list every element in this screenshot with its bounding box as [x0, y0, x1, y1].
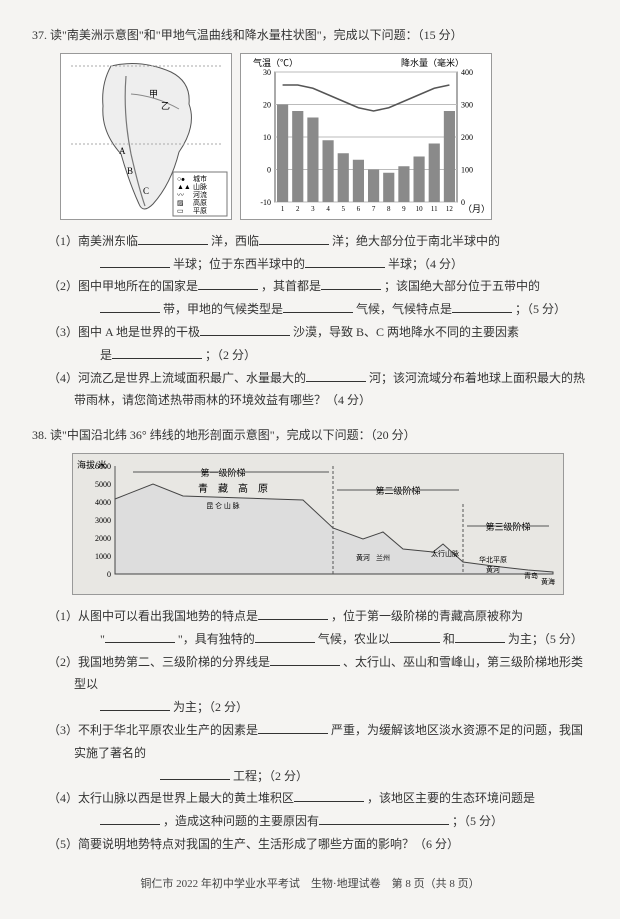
legend-4: ▨ [177, 199, 184, 207]
svg-text:黄海: 黄海 [541, 577, 555, 586]
svg-text:200: 200 [461, 133, 473, 142]
svg-text:10: 10 [416, 205, 424, 213]
svg-text:（月）: （月） [463, 204, 490, 214]
svg-text:河流: 河流 [193, 190, 207, 199]
svg-text:降水量（毫米）: 降水量（毫米） [401, 57, 464, 68]
q38-prompt-text: 读"中国沿北纬 36° 纬线的地形剖面示意图"，完成以下问题：（20 分） [50, 428, 416, 442]
q38-sub1: （1）从图中可以看出我国地势的特点是 ，位于第一级阶梯的青藏高原被称为 " "，… [48, 605, 588, 651]
map-label-yi: 乙 [161, 101, 170, 111]
svg-text:青 藏 高 原: 青 藏 高 原 [198, 482, 268, 495]
svg-text:4: 4 [326, 205, 330, 213]
svg-text:100: 100 [461, 165, 473, 174]
svg-text:400: 400 [461, 68, 473, 77]
svg-text:5: 5 [342, 205, 346, 213]
svg-text:兰州: 兰州 [376, 553, 390, 562]
q38-sub2: （2）我国地势第二、三级阶梯的分界线是 、太行山、巫山和雪峰山，第三级阶梯地形类… [48, 651, 588, 719]
svg-text:11: 11 [431, 205, 438, 213]
q37-prompt: 37. 读"南美洲示意图"和"甲地气温曲线和降水量柱状图"，完成以下问题：（15… [32, 24, 588, 47]
svg-text:4000: 4000 [95, 498, 111, 507]
q37-sub4: （4）河流乙是世界上流域面积最广、水量最大的 河；该河流域分布着地球上面积最大的… [48, 367, 588, 413]
svg-text:2000: 2000 [95, 534, 111, 543]
svg-text:8: 8 [387, 205, 391, 213]
svg-text:黄河: 黄河 [486, 565, 500, 574]
svg-text:30: 30 [263, 68, 271, 77]
svg-text:黄河: 黄河 [356, 553, 370, 562]
legend-5: ▭ [177, 207, 184, 215]
svg-text:9: 9 [402, 205, 406, 213]
page-footer: 铜仁市 2022 年初中学业水平考试 生物·地理试卷 第 8 页（共 8 页） [32, 874, 588, 895]
svg-text:20: 20 [263, 100, 271, 109]
svg-text:山脉: 山脉 [193, 182, 207, 191]
svg-text:6: 6 [357, 205, 361, 213]
question-37: 37. 读"南美洲示意图"和"甲地气温曲线和降水量柱状图"，完成以下问题：（15… [32, 24, 588, 412]
svg-text:12: 12 [446, 205, 454, 213]
map-label-jia: 甲 [149, 89, 158, 99]
map-label-a: A [119, 146, 126, 156]
q38-sub5: （5）简要说明地势特点对我国的生产、生活形成了哪些方面的影响？（6 分） [48, 833, 588, 856]
svg-text:1000: 1000 [95, 552, 111, 561]
svg-text:气温（℃）: 气温（℃） [253, 57, 298, 68]
climate-chart: 气温（℃）降水量（毫米）（月）-100102030010020030040012… [240, 53, 492, 220]
q37-sub1: （1）南美洲东临 洋，西临 洋；绝大部分位于南北半球中的 半球；位于东西半球中的… [48, 230, 588, 276]
q37-number: 37. [32, 28, 47, 42]
svg-text:3000: 3000 [95, 516, 111, 525]
q38-sub3: （3）不利于华北平原农业生产的因素是 严重，为缓解该地区淡水资源不足的问题，我国… [48, 719, 588, 787]
svg-text:-10: -10 [260, 198, 271, 207]
svg-text:太行山脉: 太行山脉 [431, 549, 459, 558]
q37-sub2: （2）图中甲地所在的国家是 ，其首都是 ；该国绝大部分位于五带中的 带，甲地的气… [48, 275, 588, 321]
svg-text:3: 3 [311, 205, 315, 213]
svg-text:华北平原: 华北平原 [479, 555, 507, 564]
map-label-b: B [127, 166, 133, 176]
svg-text:平原: 平原 [193, 207, 207, 215]
svg-text:0: 0 [267, 165, 271, 174]
legend-2: ▲▲ [177, 183, 191, 191]
q37-prompt-text: 读"南美洲示意图"和"甲地气温曲线和降水量柱状图"，完成以下问题：（15 分） [50, 28, 463, 42]
map-label-c: C [143, 186, 149, 196]
svg-text:高原: 高原 [193, 198, 207, 207]
south-america-map: 甲 乙 A B C ○⦁ 城市 ▲▲山脉 〰 河流 ▨ 高原 ▭ 平原 [60, 53, 232, 220]
svg-text:昆 仑 山 脉: 昆 仑 山 脉 [206, 501, 239, 510]
svg-text:0: 0 [461, 198, 465, 207]
svg-text:城市: 城市 [193, 174, 207, 183]
svg-text:300: 300 [461, 100, 473, 109]
svg-text:青岛: 青岛 [524, 571, 538, 580]
svg-text:0: 0 [107, 570, 111, 579]
q38-sub4: （4）太行山脉以西是世界上最大的黄土堆积区 ，该地区主要的生态环境问题是 ，造成… [48, 787, 588, 833]
svg-text:6000: 6000 [95, 462, 111, 471]
svg-text:2: 2 [296, 205, 300, 213]
q38-prompt: 38. 读"中国沿北纬 36° 纬线的地形剖面示意图"，完成以下问题：（20 分… [32, 424, 588, 447]
svg-text:5000: 5000 [95, 480, 111, 489]
question-38: 38. 读"中国沿北纬 36° 纬线的地形剖面示意图"，完成以下问题：（20 分… [32, 424, 588, 856]
svg-text:7: 7 [372, 205, 376, 213]
terrain-profile: 海拔/米0100020003000400050006000第一级阶梯第二级阶梯第… [72, 453, 564, 595]
legend-1: ○⦁ [177, 175, 185, 183]
svg-text:1: 1 [281, 205, 285, 213]
q38-number: 38. [32, 428, 47, 442]
svg-text:10: 10 [263, 133, 271, 142]
q37-figures: 甲 乙 A B C ○⦁ 城市 ▲▲山脉 〰 河流 ▨ 高原 ▭ 平原 气温（℃） 降水量… [60, 53, 588, 220]
legend-3: 〰 [177, 191, 184, 199]
q37-sub3: （3）图中 A 地是世界的干极 沙漠，导致 B、C 两地降水不同的主要因素 是 … [48, 321, 588, 367]
